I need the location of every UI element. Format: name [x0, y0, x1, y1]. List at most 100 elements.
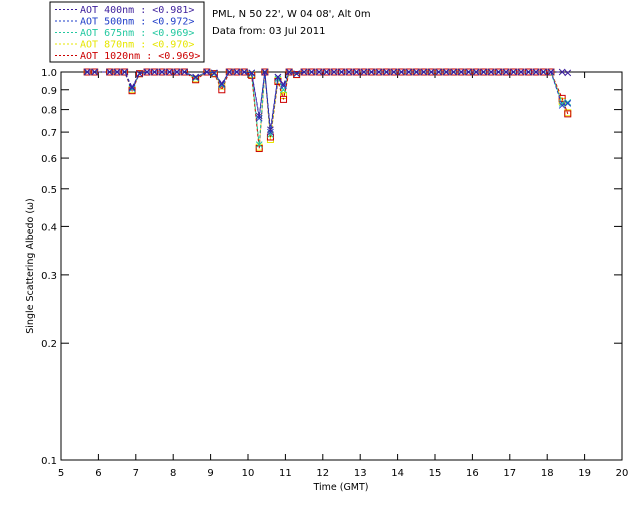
data-point	[248, 69, 256, 77]
series-0	[83, 68, 572, 134]
data-point	[280, 95, 288, 103]
data-point	[427, 68, 435, 76]
data-point	[558, 94, 566, 102]
data-point	[368, 68, 375, 76]
data-point	[210, 69, 218, 77]
data-point	[285, 68, 293, 76]
data-point	[450, 68, 458, 76]
data-point	[564, 69, 572, 77]
legend-label: AOT 1020nm :	[80, 51, 158, 62]
x-tick-label: 20	[616, 468, 629, 479]
data-point	[136, 70, 143, 78]
data-point	[255, 141, 263, 148]
y-tick-label: 0.4	[41, 222, 57, 233]
data-point	[240, 68, 248, 76]
legend-value: <0.981>	[152, 5, 194, 16]
x-tick-label: 11	[279, 468, 292, 479]
data-point	[525, 68, 532, 76]
chart-info: PML, N 50 22', W 04 08', Alt 0m Data fro…	[212, 9, 371, 37]
data-point	[255, 145, 263, 153]
data-point	[353, 68, 360, 76]
y-axis-title: Single Scattering Albedo (ω)	[25, 198, 36, 333]
data-point	[285, 68, 293, 76]
x-tick-label: 8	[170, 468, 176, 479]
legend-value: <0.969>	[152, 28, 194, 39]
data-point	[181, 68, 188, 76]
legend-entry: AOT 400nm : <0.981>	[80, 5, 194, 16]
data-point	[255, 112, 263, 120]
data-point	[564, 99, 572, 106]
x-tick-label: 5	[58, 468, 64, 479]
x-tick-label: 9	[207, 468, 213, 479]
data-point	[330, 68, 338, 76]
x-tick-label: 15	[429, 468, 442, 479]
data-point	[158, 68, 166, 76]
data-point	[267, 131, 274, 138]
data-point	[91, 68, 99, 76]
data-point	[280, 82, 287, 90]
legend: AOT 400nm : <0.981>AOT 500nm : <0.972>AO…	[49, 1, 205, 63]
data-point	[558, 102, 566, 109]
y-tick-label: 0.5	[41, 185, 57, 196]
data-point	[412, 68, 420, 76]
data-point	[405, 68, 413, 76]
data-point	[136, 70, 144, 78]
data-point	[532, 68, 540, 76]
legend-value: <0.970>	[152, 40, 194, 51]
data-point	[128, 84, 136, 92]
data-point	[558, 100, 566, 107]
data-point	[225, 68, 233, 76]
data-point	[255, 114, 263, 122]
data-point	[280, 80, 287, 88]
series-line	[87, 71, 568, 130]
x-tick-label: 6	[95, 468, 101, 479]
date-text: Data from: 03 Jul 2011	[212, 26, 325, 37]
data-point	[502, 68, 510, 76]
y-tick-label: 0.2	[41, 339, 57, 350]
legend-entry: AOT 675nm : <0.969>	[80, 28, 194, 39]
data-point	[300, 68, 308, 76]
x-axis: 5 6 7 8 9 10 11 12 13 14 15 16 17 18 19 20	[58, 72, 629, 479]
data-point	[151, 68, 158, 76]
x-tick-label: 18	[541, 468, 554, 479]
data-point	[203, 68, 211, 76]
x-axis-title: Time (GMT)	[312, 482, 368, 493]
data-point	[218, 81, 226, 89]
data-point	[420, 68, 428, 76]
data-point	[128, 85, 136, 93]
data-point	[383, 68, 390, 76]
data-point	[442, 68, 450, 76]
data-point	[218, 79, 226, 87]
data-point	[495, 68, 502, 76]
data-point	[457, 68, 465, 76]
legend-entry: AOT 1020nm : <0.969>	[80, 51, 200, 62]
y-tick-label: 0.3	[41, 271, 57, 282]
data-point	[540, 68, 547, 76]
series-line	[87, 71, 568, 145]
data-point	[173, 68, 181, 76]
y-axis: 0.1 0.2 0.3 0.4 0.5 0.6 0.7 0.8 0.9 1.0	[41, 68, 622, 467]
data-point	[465, 68, 473, 76]
data-point	[121, 68, 129, 76]
data-point	[293, 71, 301, 79]
legend-label: AOT 870nm :	[80, 40, 152, 51]
data-point	[323, 68, 330, 76]
data-point	[210, 70, 218, 78]
data-point	[397, 68, 405, 76]
data-point	[218, 80, 226, 88]
data-point	[510, 68, 517, 76]
data-point	[345, 68, 353, 76]
data-point	[435, 68, 443, 76]
data-point	[106, 68, 113, 76]
data-point	[83, 68, 91, 76]
data-point	[308, 68, 315, 76]
x-tick-label: 16	[466, 468, 479, 479]
data-point	[143, 68, 151, 76]
data-point	[233, 68, 241, 76]
data-point	[338, 68, 345, 76]
data-point	[113, 68, 121, 76]
y-tick-label: 0.6	[41, 154, 57, 165]
x-tick-label: 19	[578, 468, 591, 479]
